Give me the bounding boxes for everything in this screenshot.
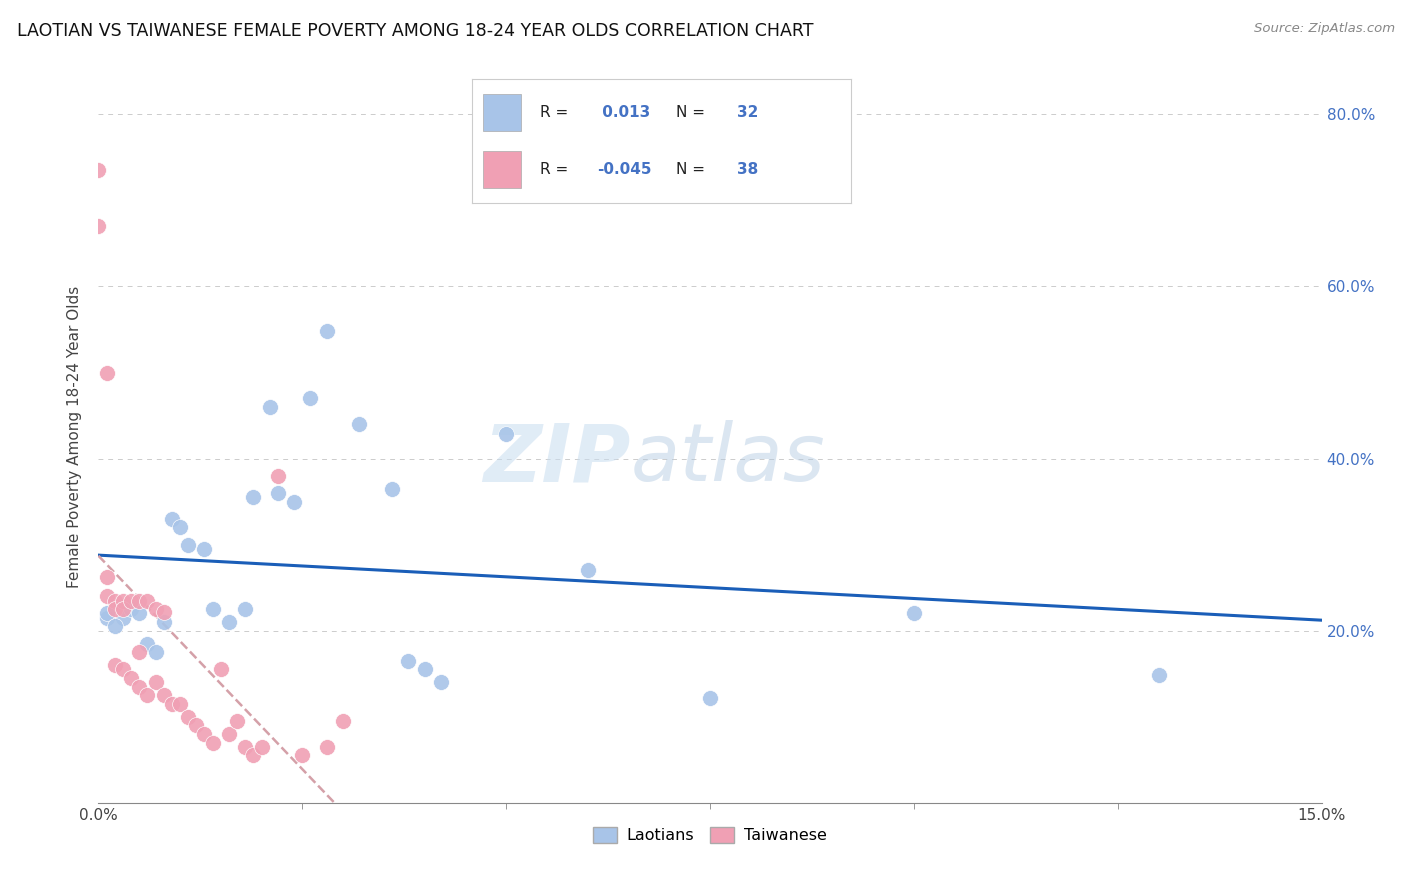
Point [120, 593, 142, 607]
Point [218, 727, 240, 741]
Legend: Laotians, Taiwanese: Laotians, Taiwanese [586, 821, 834, 850]
Point [413, 662, 436, 676]
Point [233, 739, 256, 754]
Point [145, 675, 167, 690]
Point [291, 748, 314, 763]
Point [315, 324, 337, 338]
Point [250, 739, 273, 754]
Point [699, 690, 721, 705]
Point [430, 675, 453, 690]
Point [120, 602, 142, 616]
Point [233, 602, 256, 616]
Point [381, 482, 404, 496]
Point [242, 748, 264, 763]
Point [152, 605, 174, 619]
Point [96, 611, 118, 625]
Point [283, 494, 305, 508]
Point [177, 538, 200, 552]
Point [96, 589, 118, 603]
Point [396, 654, 419, 668]
Point [152, 688, 174, 702]
Point [96, 570, 118, 584]
Point [104, 593, 127, 607]
Point [87, 219, 110, 234]
Point [104, 619, 127, 633]
Point [136, 637, 159, 651]
Point [111, 662, 134, 676]
Text: ZIP: ZIP [484, 420, 630, 498]
Point [128, 645, 150, 659]
Point [193, 727, 215, 741]
Point [169, 697, 191, 711]
Point [111, 602, 134, 616]
Point [186, 718, 208, 732]
Point [111, 593, 134, 607]
Point [160, 512, 183, 526]
Point [349, 417, 371, 432]
Point [169, 520, 191, 534]
Point [209, 662, 232, 676]
Point [242, 491, 264, 505]
Point [111, 611, 134, 625]
Text: Source: ZipAtlas.com: Source: ZipAtlas.com [1254, 22, 1395, 36]
Point [259, 400, 281, 414]
Text: LAOTIAN VS TAIWANESE FEMALE POVERTY AMONG 18-24 YEAR OLDS CORRELATION CHART: LAOTIAN VS TAIWANESE FEMALE POVERTY AMON… [17, 22, 814, 40]
Point [136, 593, 159, 607]
Point [1147, 668, 1170, 682]
Point [495, 427, 517, 442]
Point [226, 714, 249, 728]
Point [145, 645, 167, 659]
Point [299, 392, 322, 406]
Point [576, 564, 599, 578]
Point [218, 615, 240, 629]
Point [201, 735, 224, 749]
Point [120, 671, 142, 685]
Point [136, 688, 159, 702]
Text: atlas: atlas [630, 420, 825, 498]
Y-axis label: Female Poverty Among 18-24 Year Olds: Female Poverty Among 18-24 Year Olds [67, 286, 83, 588]
Point [152, 615, 174, 629]
Point [104, 602, 127, 616]
Point [903, 607, 925, 621]
Point [267, 468, 290, 483]
Point [87, 163, 110, 178]
Point [145, 602, 167, 616]
Point [332, 714, 354, 728]
Point [177, 710, 200, 724]
Point [96, 366, 118, 380]
Point [267, 486, 290, 500]
Point [315, 739, 337, 754]
Point [128, 680, 150, 694]
Point [104, 658, 127, 673]
Point [128, 607, 150, 621]
Point [128, 593, 150, 607]
Point [96, 607, 118, 621]
Point [160, 697, 183, 711]
Point [201, 602, 224, 616]
Point [193, 541, 215, 556]
